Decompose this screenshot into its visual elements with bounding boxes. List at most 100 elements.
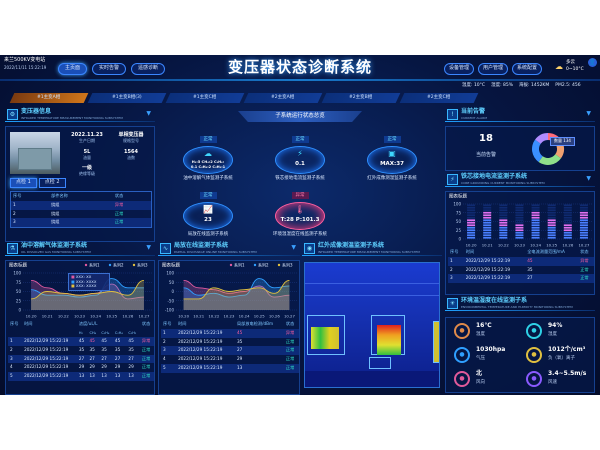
bar-segment[interactable] xyxy=(531,224,540,227)
bar-segment[interactable] xyxy=(579,219,588,222)
bar-segment[interactable] xyxy=(467,209,476,212)
tab-inspection-2[interactable]: 点检 2 xyxy=(38,178,66,188)
bar-segment[interactable] xyxy=(563,204,572,207)
bar-segment[interactable] xyxy=(515,206,524,209)
subsystem-node[interactable]: 正常 ▣ MAX:37 红外成像测温监测子系统 xyxy=(352,126,432,182)
bar-segment[interactable] xyxy=(531,231,540,234)
table-row[interactable]: 2 2022/12/29 15:22:19 35 正常 xyxy=(448,266,594,275)
bar[interactable] xyxy=(483,236,492,239)
series-line[interactable] xyxy=(31,279,145,300)
bar-segment[interactable] xyxy=(499,231,508,234)
bar-segment[interactable] xyxy=(531,234,540,237)
bar[interactable] xyxy=(563,236,572,239)
series-line[interactable] xyxy=(183,279,290,300)
bar-segment[interactable] xyxy=(563,206,572,209)
phase-tab[interactable]: #1主变A相 xyxy=(9,93,89,103)
bar-segment[interactable] xyxy=(579,221,588,224)
bar-segment[interactable] xyxy=(579,231,588,234)
system-config-button[interactable]: 系统配置 xyxy=(512,63,543,75)
legend-label[interactable]: 系列2 xyxy=(258,262,269,268)
nav-alarm-button[interactable]: 实时告警 xyxy=(92,63,127,75)
table-row[interactable]: 1 2022/12/29 15:22:19 45 异常 xyxy=(448,256,594,266)
bar-segment[interactable] xyxy=(579,229,588,232)
bar-segment[interactable] xyxy=(515,211,524,214)
series-line[interactable] xyxy=(31,278,144,298)
bar-segment[interactable] xyxy=(547,224,556,227)
bar-segment[interactable] xyxy=(579,234,588,237)
bar-segment[interactable] xyxy=(483,224,492,227)
bar-segment[interactable] xyxy=(467,214,476,217)
legend-label[interactable]: 系列1 xyxy=(234,262,245,268)
bar-segment[interactable] xyxy=(547,216,556,219)
bar-segment[interactable] xyxy=(563,229,572,232)
bar-segment[interactable] xyxy=(467,206,476,209)
bar-segment[interactable] xyxy=(483,229,492,232)
bar-segment[interactable] xyxy=(515,214,524,217)
legend-label[interactable]: 系列3 xyxy=(282,262,293,268)
bar-segment[interactable] xyxy=(547,221,556,224)
filter-icon[interactable]: ▼ xyxy=(291,244,296,251)
filter-icon[interactable]: ▼ xyxy=(586,110,591,117)
bar-segment[interactable] xyxy=(483,211,492,214)
table-row[interactable]: 3 2022/12/29 15:22:19 27 27 27 27 27 正常 xyxy=(8,354,154,364)
bar-segment[interactable] xyxy=(467,234,476,237)
bar-segment[interactable] xyxy=(531,204,540,207)
bar-segment[interactable] xyxy=(563,219,572,222)
filter-icon[interactable]: ▼ xyxy=(586,175,591,182)
legend-label[interactable]: 系列3 xyxy=(137,262,148,268)
bar-segment[interactable] xyxy=(515,234,524,237)
bar-segment[interactable] xyxy=(531,209,540,212)
bar-segment[interactable] xyxy=(483,209,492,212)
phase-tab[interactable]: #2主变B相 xyxy=(321,93,401,103)
subsystem-node[interactable]: 正常 📈 23 局放在线监测子系统 xyxy=(168,182,248,238)
filter-icon[interactable]: ▼ xyxy=(146,244,151,251)
bar-segment[interactable] xyxy=(499,211,508,214)
phase-tab[interactable]: #1主变C相 xyxy=(165,93,245,103)
bar-segment[interactable] xyxy=(499,216,508,219)
bar-segment[interactable] xyxy=(499,229,508,232)
bar-segment[interactable] xyxy=(579,211,588,214)
bar-segment[interactable] xyxy=(563,226,572,229)
bar-segment[interactable] xyxy=(467,211,476,214)
bar-segment[interactable] xyxy=(531,211,540,214)
table-row[interactable]: 1 2022/12/29 15:22:19 45 45 45 45 45 异常 xyxy=(8,336,154,346)
phase-tab[interactable]: #2主变C相 xyxy=(399,93,479,103)
user-management-button[interactable]: 用户管理 xyxy=(478,63,509,75)
donut-slice[interactable] xyxy=(532,139,543,162)
bar-segment[interactable] xyxy=(483,234,492,237)
bar-segment[interactable] xyxy=(499,206,508,209)
bar-segment[interactable] xyxy=(531,219,540,222)
bar-segment[interactable] xyxy=(483,221,492,224)
bar-segment[interactable] xyxy=(563,231,572,234)
bar[interactable] xyxy=(467,236,476,239)
table-row[interactable]: 2 绕组 正常 xyxy=(11,210,151,219)
bar-segment[interactable] xyxy=(499,221,508,224)
bar-segment[interactable] xyxy=(467,216,476,219)
bar-segment[interactable] xyxy=(531,221,540,224)
bar-segment[interactable] xyxy=(515,229,524,232)
bar-segment[interactable] xyxy=(579,214,588,217)
subsystem-node[interactable]: 正常 ⚡ 0.1 铁芯接地电流监测子系统 xyxy=(260,126,340,182)
bar-segment[interactable] xyxy=(547,234,556,237)
bar-segment[interactable] xyxy=(499,219,508,222)
bar-segment[interactable] xyxy=(483,231,492,234)
donut-slice[interactable] xyxy=(555,144,564,159)
table-row[interactable]: 3 绕组 正常 xyxy=(11,218,151,228)
tab-inspection-1[interactable]: 点检 1 xyxy=(10,178,37,188)
bar-segment[interactable] xyxy=(547,204,556,207)
bar-segment[interactable] xyxy=(531,206,540,209)
nav-home-button[interactable]: 主页面 xyxy=(58,63,88,75)
bar-segment[interactable] xyxy=(515,204,524,207)
bar-segment[interactable] xyxy=(467,221,476,224)
series-line[interactable] xyxy=(183,279,290,298)
bar-segment[interactable] xyxy=(563,216,572,219)
bar-segment[interactable] xyxy=(563,224,572,227)
bar-segment[interactable] xyxy=(467,219,476,222)
bar-segment[interactable] xyxy=(467,224,476,227)
bar-segment[interactable] xyxy=(499,234,508,237)
bar-segment[interactable] xyxy=(499,226,508,229)
bar-segment[interactable] xyxy=(547,214,556,217)
bar[interactable] xyxy=(499,236,508,239)
table-row[interactable]: 5 2022/12/29 15:22:19 13 正常 xyxy=(161,364,299,373)
bar-segment[interactable] xyxy=(483,204,492,207)
